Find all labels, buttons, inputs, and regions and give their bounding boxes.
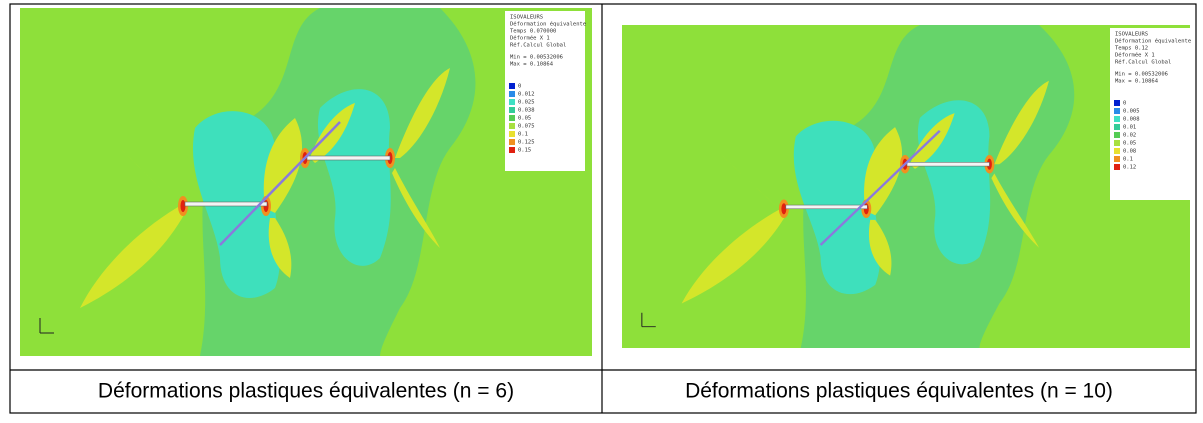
legend-header: Déformation équivalente bbox=[510, 21, 586, 28]
legend-header: Min = 0.00532006 bbox=[1115, 72, 1168, 78]
yellow-zone bbox=[310, 103, 355, 163]
legend-label: 0.1 bbox=[1123, 157, 1133, 163]
hot-spot bbox=[781, 203, 787, 215]
legend-swatch bbox=[1114, 100, 1120, 106]
legend-swatch bbox=[1114, 132, 1120, 138]
crack bbox=[184, 201, 268, 207]
legend-header: Réf.Calcul Global bbox=[1115, 59, 1171, 66]
legend-label: 0.075 bbox=[518, 124, 535, 130]
yellow-zone bbox=[120, 148, 180, 208]
legend-header: Min = 0.00532006 bbox=[510, 55, 563, 61]
caption: Déformations plastiques équivalentes (n … bbox=[685, 380, 1113, 403]
legend-box bbox=[1110, 28, 1190, 200]
legend-label: 0 bbox=[518, 84, 521, 90]
legend-header: Déformation équivalente bbox=[1115, 38, 1191, 45]
legend-label: 0.038 bbox=[518, 108, 535, 114]
legend-label: 0.08 bbox=[1123, 149, 1136, 155]
crack bbox=[906, 162, 990, 167]
legend-swatch bbox=[509, 131, 515, 137]
yellow-zone bbox=[80, 203, 185, 308]
crack bbox=[785, 204, 868, 210]
legend-swatch bbox=[509, 99, 515, 105]
legend-header: ISOVALEURS bbox=[510, 15, 543, 21]
legend-header: Déformée X 1 bbox=[1115, 52, 1155, 59]
legend-label: 0.02 bbox=[1123, 133, 1136, 139]
legend-swatch bbox=[509, 147, 515, 153]
legend-swatch bbox=[1114, 108, 1120, 114]
yellow-zone bbox=[395, 68, 450, 158]
caption: Déformations plastiques équivalentes (n … bbox=[98, 380, 514, 403]
legend-swatch bbox=[509, 139, 515, 145]
yellow-zone bbox=[991, 173, 1040, 248]
legend-label: 0.008 bbox=[1123, 117, 1140, 123]
table-borders bbox=[9, 3, 1197, 414]
legend-label: 0.15 bbox=[518, 148, 531, 154]
legend-swatch bbox=[509, 91, 515, 97]
legend-header: Temps 0.070000 bbox=[510, 29, 556, 35]
legend-label: 0.125 bbox=[518, 140, 535, 146]
legend-label: 0.005 bbox=[1123, 109, 1140, 115]
legend-label: 0.1 bbox=[518, 132, 528, 138]
legend-label: 0 bbox=[1123, 101, 1126, 107]
plot-field bbox=[20, 8, 592, 356]
legend-swatch bbox=[509, 123, 515, 129]
legend-swatch bbox=[509, 83, 515, 89]
legend-swatch bbox=[1114, 116, 1120, 122]
yellow-zone bbox=[909, 113, 955, 169]
legend-header: Max = 0.10864 bbox=[510, 62, 554, 68]
yellow-zone bbox=[392, 168, 440, 248]
legend-label: 0.012 bbox=[518, 92, 535, 98]
legend-swatch bbox=[1114, 140, 1120, 146]
legend-header: Max = 0.10864 bbox=[1115, 79, 1159, 85]
legend-swatch bbox=[1114, 124, 1120, 130]
yellow-zone bbox=[868, 219, 892, 276]
legend-swatch bbox=[1114, 148, 1120, 154]
legend-swatch bbox=[509, 115, 515, 121]
legend-label: 0.05 bbox=[518, 116, 531, 122]
legend-header: Déformée X 1 bbox=[510, 35, 550, 42]
diagonal-line bbox=[819, 130, 941, 246]
plot-field bbox=[622, 25, 1190, 349]
legend-box bbox=[505, 11, 585, 171]
yellow-zone bbox=[681, 205, 786, 304]
legend-label: 0.01 bbox=[1123, 125, 1136, 131]
hot-spot bbox=[180, 200, 186, 212]
legend-label: 0.12 bbox=[1123, 165, 1136, 171]
legend-swatch bbox=[509, 107, 515, 113]
legend-header: Temps 0.12 bbox=[1115, 46, 1148, 52]
legend-swatch bbox=[1114, 156, 1120, 162]
legend-label: 0.025 bbox=[518, 100, 535, 106]
legend-label: 0.05 bbox=[1123, 141, 1136, 147]
legend-header: Réf.Calcul Global bbox=[510, 42, 566, 49]
axis-triad bbox=[39, 318, 54, 334]
yellow-zone bbox=[994, 80, 1049, 165]
diagonal-line bbox=[219, 121, 341, 246]
legend-swatch bbox=[1114, 164, 1120, 170]
legend-header: ISOVALEURS bbox=[1115, 32, 1148, 38]
yellow-zone bbox=[268, 218, 292, 278]
axis-triad bbox=[641, 312, 656, 328]
crack bbox=[306, 155, 391, 161]
